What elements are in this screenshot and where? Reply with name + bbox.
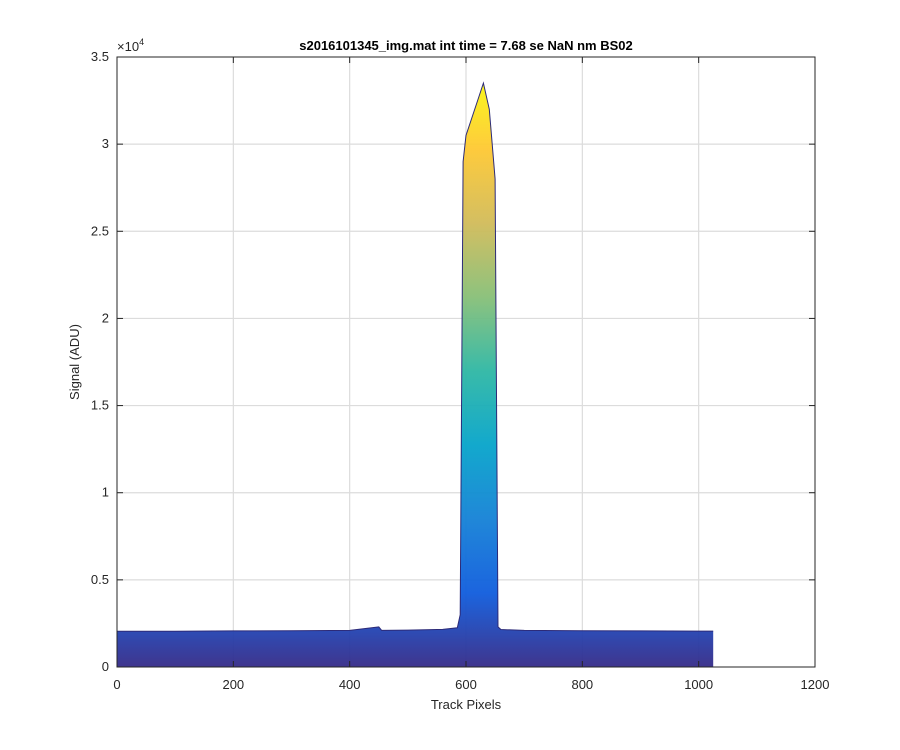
y-tick-label: 2.5: [91, 223, 109, 238]
y-tick-label: 0.5: [91, 572, 109, 587]
signal-line: [117, 81, 714, 632]
x-tick-label: 800: [571, 677, 593, 692]
data-layer: [117, 81, 714, 668]
y-axis-label: Signal (ADU): [67, 324, 82, 400]
x-tick-label: 1000: [684, 677, 713, 692]
y-exponent-label: ×104: [117, 37, 144, 54]
y-tick-labels: 0 0.5 1 1.5 2 2.5 3 3.5: [91, 49, 109, 674]
x-tick-labels: 0 200 400 600 800 1000 1200: [113, 677, 829, 692]
y-tick-label: 2: [102, 310, 109, 325]
y-tick-label: 0: [102, 659, 109, 674]
y-tick-label: 3.5: [91, 49, 109, 64]
y-tick-label: 1.5: [91, 398, 109, 413]
x-tick-label: 600: [455, 677, 477, 692]
y-tick-label: 3: [102, 136, 109, 151]
chart-title: s2016101345_img.mat int time = 7.68 se N…: [299, 38, 633, 53]
x-tick-label: 1200: [801, 677, 830, 692]
x-axis-label: Track Pixels: [431, 697, 502, 712]
x-tick-label: 0: [113, 677, 120, 692]
tick-marks: [116, 56, 816, 668]
y-tick-label: 1: [102, 485, 109, 500]
x-tick-label: 200: [222, 677, 244, 692]
x-tick-label: 400: [339, 677, 361, 692]
